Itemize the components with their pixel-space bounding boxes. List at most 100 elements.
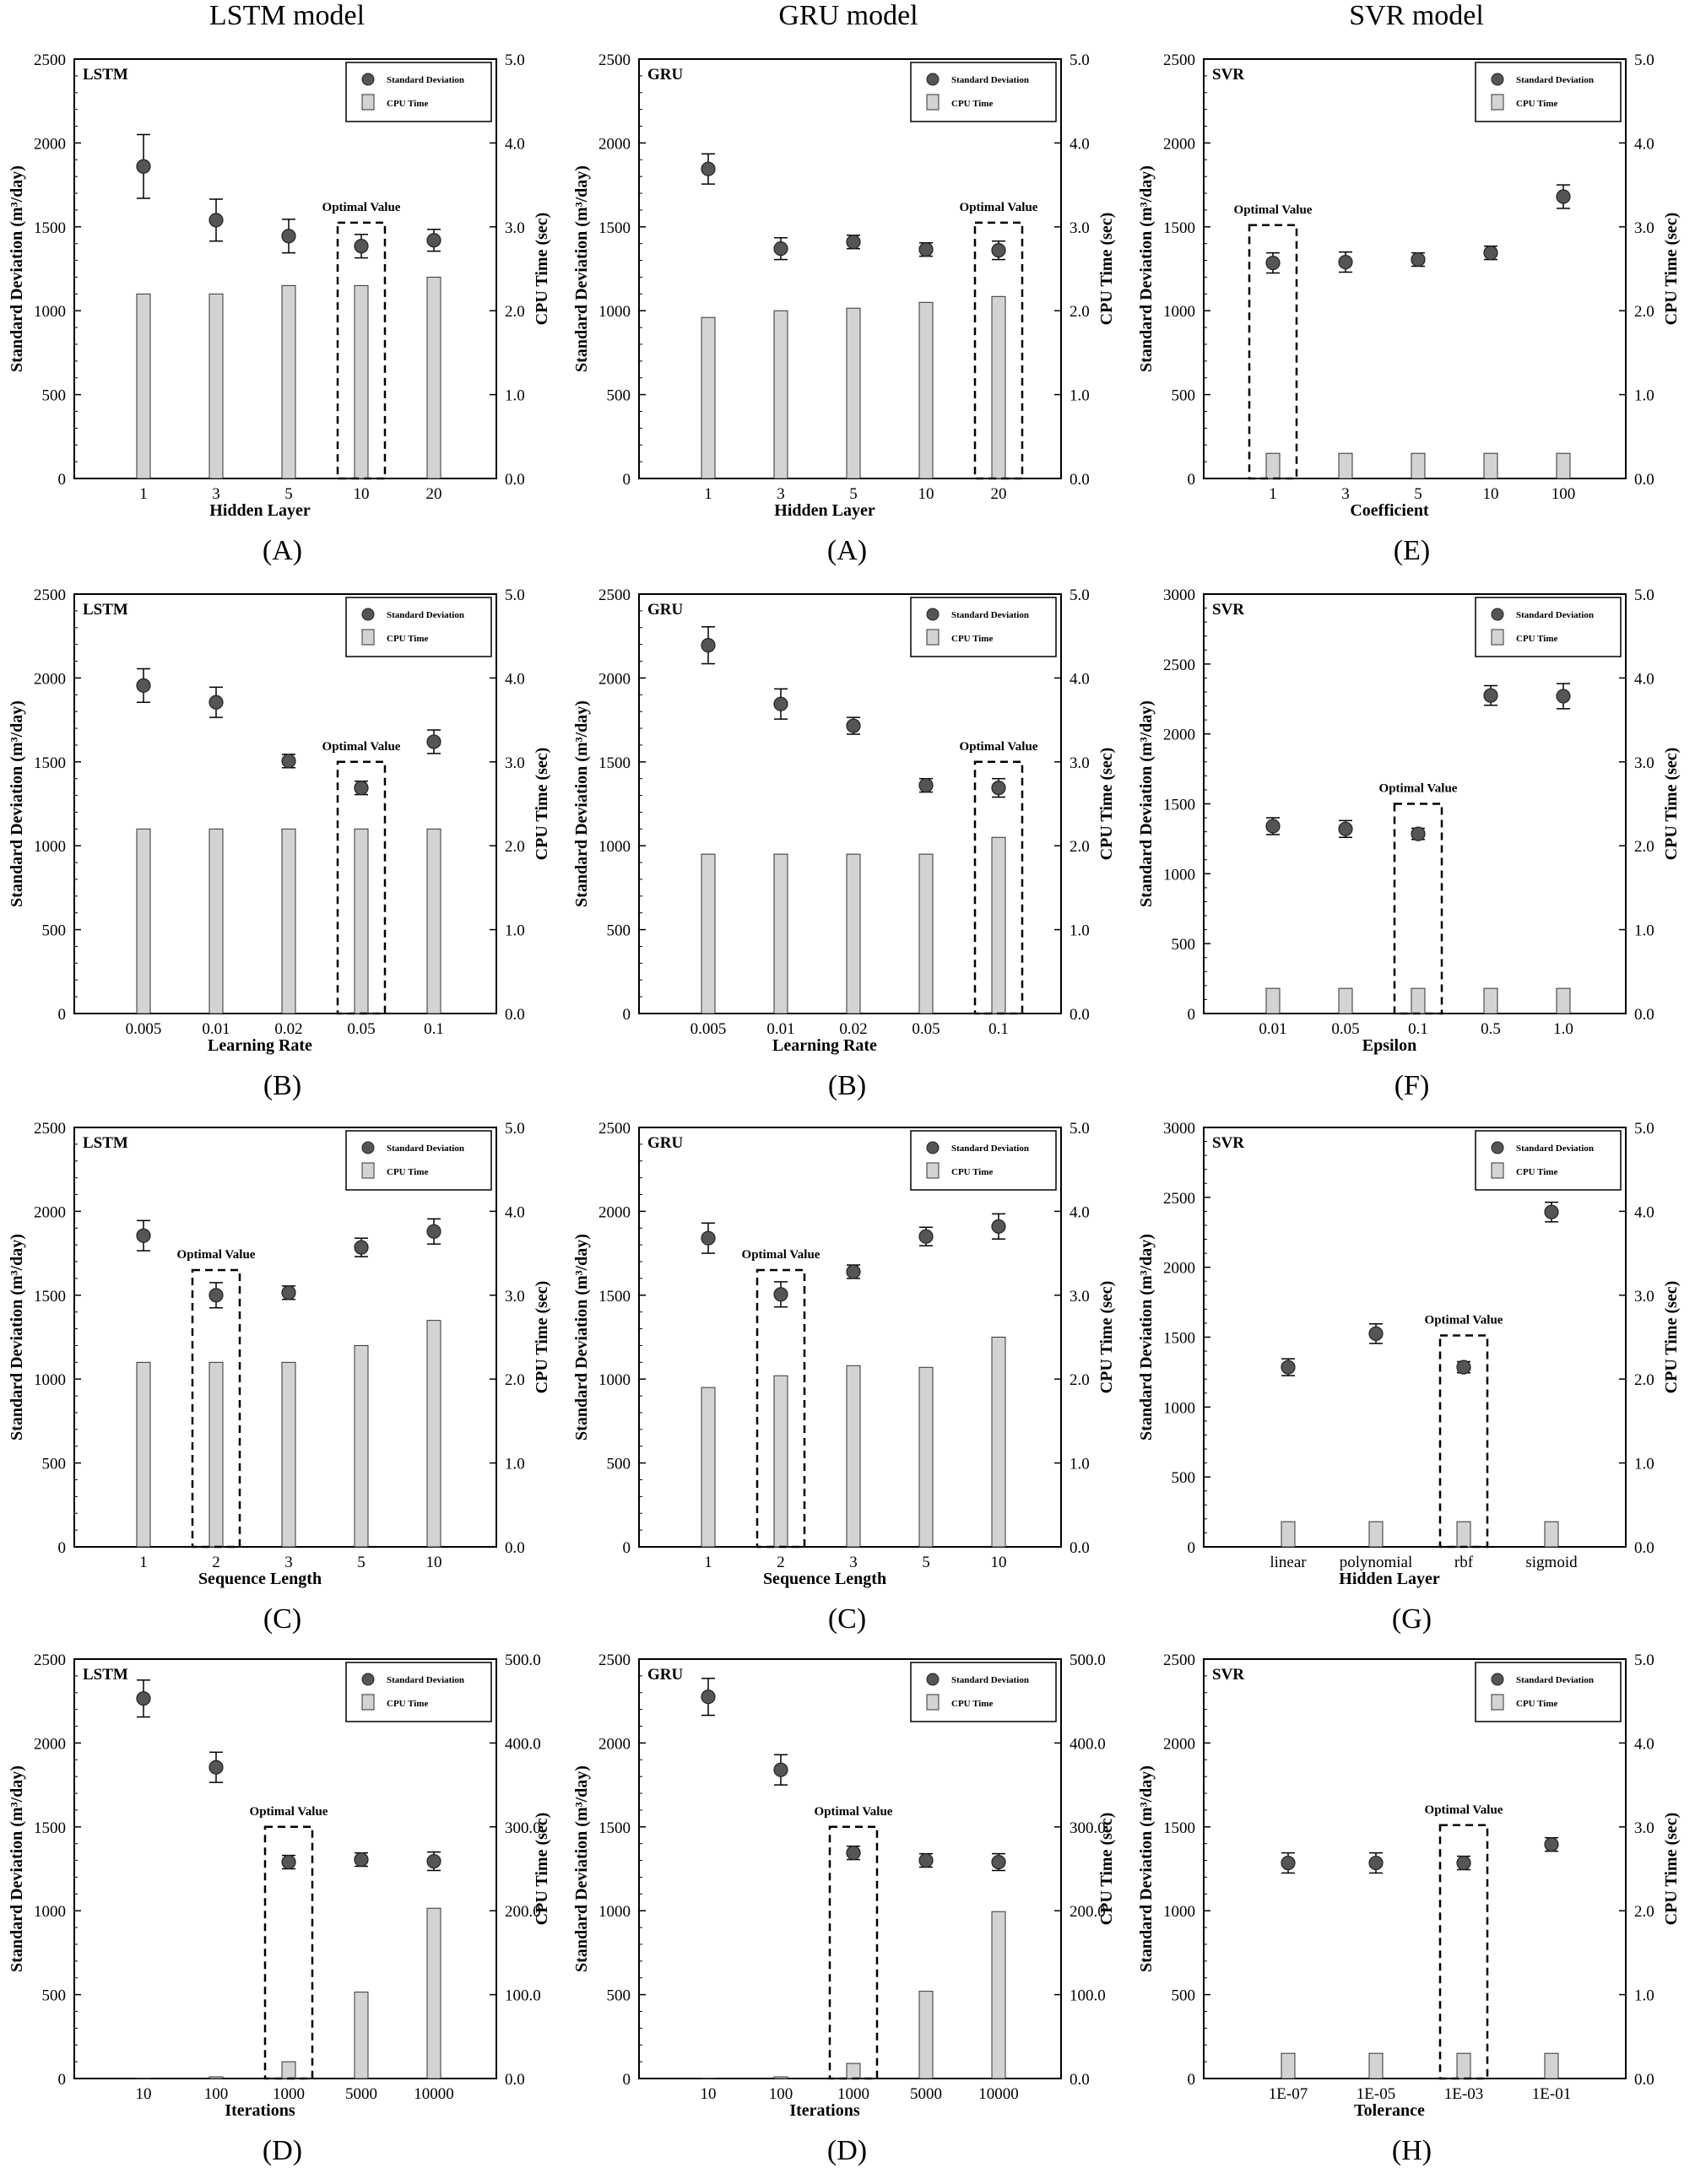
legend-cpu-label: CPU Time [1516, 634, 1558, 644]
y-axis-label: Standard Deviation (m³/day) [8, 700, 26, 907]
y-tick-label: 1000 [598, 1903, 631, 1921]
y2-tick-label: 5.0 [505, 587, 525, 604]
optimal-box [830, 1827, 877, 2079]
y-tick-label: 2000 [598, 1735, 631, 1753]
cpu-bar [282, 1362, 295, 1547]
y2-tick-label: 5.0 [1634, 1120, 1654, 1138]
cpu-bar [992, 296, 1005, 478]
y2-tick-label: 1.0 [505, 1456, 525, 1473]
y-tick-label: 1000 [34, 1903, 66, 1921]
sd-point [427, 234, 441, 247]
y-tick-label: 1500 [34, 754, 66, 772]
x-axis-label: Sequence Length [763, 1570, 886, 1588]
x-tick-label: 10 [991, 1554, 1007, 1571]
cpu-bar [209, 294, 223, 478]
y-tick-label: 2000 [34, 1203, 66, 1221]
y-tick-label: 1000 [1163, 1903, 1195, 1921]
legend-box [911, 1662, 1056, 1722]
caption: (G) [1129, 1603, 1694, 1635]
y-tick-label: 1500 [34, 1819, 66, 1837]
y-tick-label: 1500 [1163, 219, 1195, 237]
optimal-label: Optimal Value [322, 740, 401, 754]
cpu-bar [137, 294, 150, 478]
sd-point [919, 243, 933, 257]
cpu-bar [1411, 453, 1425, 478]
optimal-label: Optimal Value [815, 1805, 893, 1819]
sd-point [209, 1760, 223, 1774]
y2-tick-label: 4.0 [1634, 135, 1654, 153]
optimal-label: Optimal Value [177, 1248, 256, 1262]
y2-tick-label: 2.0 [505, 838, 525, 856]
x-axis-label: Coefficient [1350, 501, 1429, 520]
legend-sd-label: Standard Deviation [387, 75, 464, 85]
legend-box [911, 1131, 1056, 1190]
legend-cpu-label: CPU Time [387, 1699, 429, 1709]
sd-point [1545, 1838, 1558, 1852]
legend-cpu-marker [1492, 1163, 1503, 1178]
cpu-bar [992, 1338, 1005, 1548]
y-tick-label: 1000 [1163, 303, 1195, 321]
chart-tag: GRU [647, 1134, 684, 1152]
cpu-bar [427, 277, 441, 478]
sd-point [774, 1763, 788, 1776]
optimal-label: Optimal Value [960, 740, 1038, 754]
y2-tick-label: 2.0 [1634, 838, 1654, 856]
y2-tick-label: 2.0 [1070, 838, 1090, 856]
y2-tick-label: 3.0 [1634, 1819, 1654, 1837]
y-tick-label: 1500 [598, 754, 631, 772]
legend-sd-marker [927, 1142, 939, 1154]
cpu-bar [427, 829, 441, 1014]
x-tick-label: 0.05 [347, 1020, 375, 1038]
sd-point [1545, 1205, 1558, 1219]
y2-tick-label: 0.0 [1070, 471, 1090, 489]
sd-point [1484, 246, 1497, 260]
y-tick-label: 0 [58, 1006, 67, 1024]
y2-tick-label: 100.0 [1070, 1987, 1106, 2005]
legend-cpu-label: CPU Time [387, 634, 429, 644]
caption: (A) [565, 535, 1129, 567]
y2-tick-label: 3.0 [1070, 219, 1090, 237]
y-axis-label: Standard Deviation (m³/day) [572, 165, 591, 372]
cpu-bar [774, 311, 788, 478]
x-tick-label: 20 [991, 485, 1007, 503]
legend-box [346, 1131, 491, 1190]
y-tick-label: 0 [58, 2071, 67, 2089]
sd-point [919, 779, 933, 792]
chart-tag: GRU [647, 66, 684, 84]
y-axis-label: Standard Deviation (m³/day) [1137, 1765, 1156, 1972]
sd-point [427, 1855, 441, 1868]
cpu-bar [701, 854, 715, 1014]
sd-point [137, 159, 150, 173]
x-axis-label: Hidden Layer [209, 501, 311, 520]
legend-sd-marker [927, 1673, 939, 1685]
sd-point [209, 214, 223, 227]
y-tick-label: 0 [623, 1006, 631, 1024]
cpu-bar [209, 1362, 223, 1547]
legend-cpu-marker [927, 630, 939, 645]
sd-point [1281, 1857, 1295, 1870]
sd-point [847, 1846, 860, 1860]
sd-point [209, 695, 223, 709]
y2-tick-label: 2.0 [1070, 303, 1090, 321]
x-tick-label: 0.01 [1259, 1020, 1286, 1038]
legend-cpu-label: CPU Time [951, 99, 994, 109]
y-tick-label: 2500 [598, 1120, 631, 1138]
y2-tick-label: 2.0 [1634, 303, 1654, 321]
x-axis-label: Epsilon [1362, 1036, 1416, 1055]
x-tick-label: 1000 [837, 2085, 869, 2103]
legend-sd-marker [362, 1673, 374, 1685]
cpu-bar [209, 829, 223, 1014]
x-tick-label: 10 [136, 2085, 152, 2103]
cpu-bar [355, 1345, 368, 1547]
cpu-bar [774, 854, 788, 1014]
legend-box [1476, 1131, 1621, 1190]
cpu-bar [701, 317, 715, 478]
y-tick-label: 2000 [598, 1203, 631, 1221]
y-tick-label: 0 [58, 1539, 67, 1557]
column-title-svr: SVR model [1163, 0, 1670, 32]
cpu-bar [847, 854, 860, 1014]
